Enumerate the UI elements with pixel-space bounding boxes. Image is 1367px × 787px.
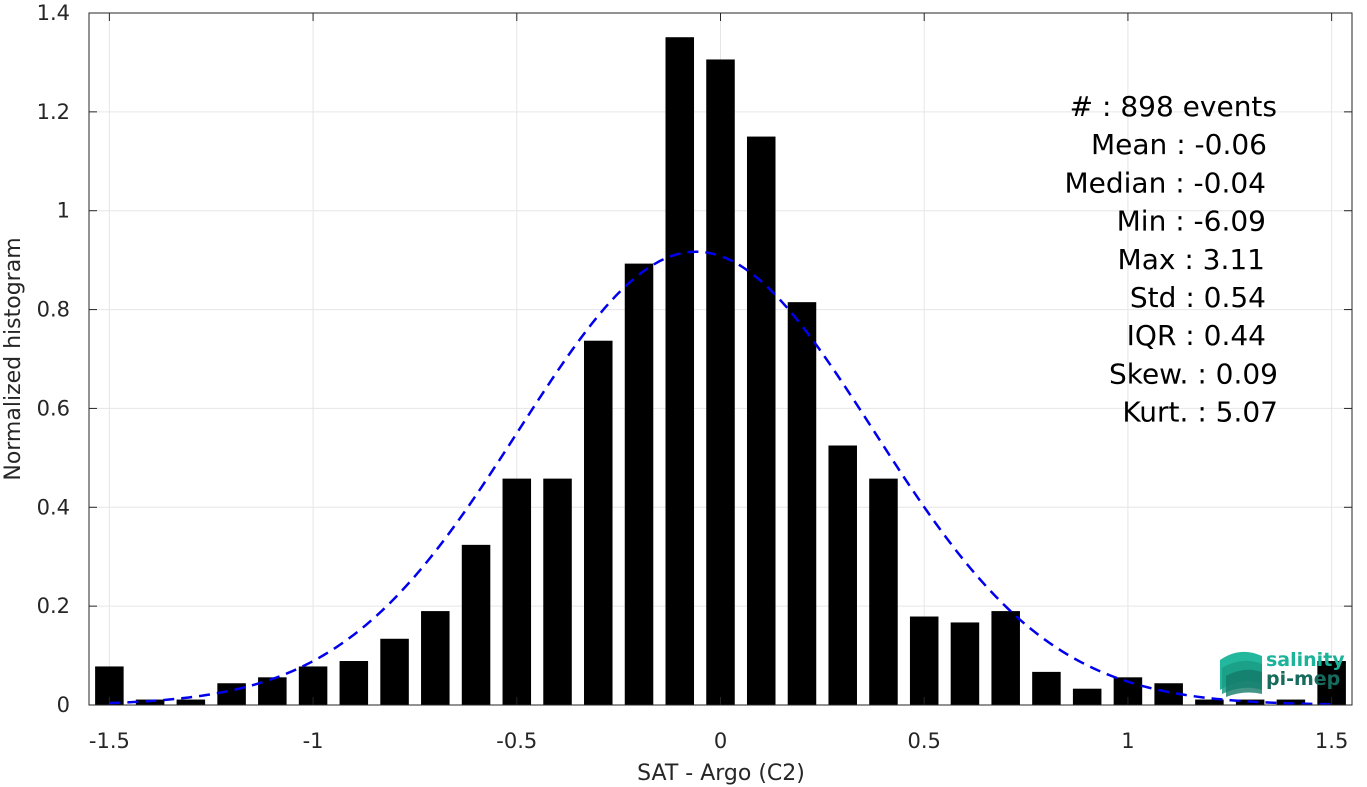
histogram-bar [665, 37, 695, 706]
histogram-bar [950, 622, 980, 705]
histogram-bar [258, 677, 287, 705]
x-tick-label: 0 [714, 729, 727, 753]
histogram-bar [421, 611, 450, 705]
y-tick-labels: 0 0.2 0.4 0.6 0.8 1 1.2 1.4 [37, 1, 70, 717]
histogram-bar [1195, 699, 1224, 705]
salinity-pi-mep-logo: salinity pi-mep [1220, 649, 1345, 697]
histogram-bars [95, 37, 1346, 706]
histogram-bar [869, 478, 898, 705]
stats-line: Mean : -0.06 [1091, 128, 1267, 161]
y-tick-label: 0.6 [37, 396, 70, 420]
y-tick-label: 1.4 [37, 1, 70, 25]
stats-line: Kurt. : 5.07 [1122, 396, 1278, 429]
histogram-bar [339, 661, 369, 705]
x-tick-label: -1.5 [89, 729, 130, 753]
wave-logo-icon [1220, 651, 1262, 697]
histogram-bar [991, 611, 1020, 705]
histogram-bar [746, 136, 776, 706]
logo-line1: salinity [1266, 649, 1345, 671]
y-tick-label: 1 [57, 199, 70, 223]
histogram-bar [706, 59, 735, 706]
logo-line2: pi-mep [1266, 668, 1340, 690]
x-tick-label: -0.5 [496, 729, 537, 753]
histogram-bar [176, 699, 206, 705]
axes [88, 12, 1353, 706]
stats-line: Std : 0.54 [1130, 281, 1266, 314]
x-tick-label: 0.5 [908, 729, 941, 753]
stats-line: Max : 3.11 [1118, 243, 1265, 276]
x-tick-labels: -1.5 -1 -0.5 0 0.5 1 1.5 [89, 729, 1348, 753]
x-tick-label: -1 [303, 729, 324, 753]
histogram-bar [828, 445, 857, 705]
histogram-bar [461, 544, 491, 705]
histogram-bar [217, 683, 246, 705]
x-tick-label: 1 [1121, 729, 1134, 753]
y-tick-label: 0 [57, 693, 70, 717]
histogram-bar [502, 478, 532, 705]
statistics-annotation: # : 898 events Mean : -0.06 Median : -0.04… [1064, 90, 1278, 429]
stats-line: Median : -0.04 [1064, 166, 1266, 199]
stats-line: IQR : 0.44 [1127, 319, 1266, 352]
stats-line: Min : -6.09 [1117, 205, 1266, 238]
x-axis-label: SAT - Argo (C2) [637, 761, 805, 786]
histogram-bar [909, 616, 939, 705]
histogram-bar [1072, 688, 1102, 705]
y-tick-label: 0.8 [37, 298, 70, 322]
x-tick-label: 1.5 [1315, 729, 1348, 753]
histogram-bar [584, 340, 613, 705]
histogram-bar [787, 302, 817, 705]
histogram-bar [1032, 671, 1061, 705]
stats-line: # : 898 events [1070, 90, 1277, 123]
normal-fit-curve-group [109, 250, 1332, 706]
stats-line: Skew. : 0.09 [1109, 357, 1278, 390]
y-tick-label: 0.4 [37, 495, 70, 519]
y-axis-label: Normalized histogram [1, 237, 26, 480]
histogram-bar [380, 638, 409, 705]
histogram-bar [543, 478, 572, 705]
y-tick-label: 0.2 [37, 594, 70, 618]
y-tick-label: 1.2 [37, 100, 70, 124]
normal-fit-curve [109, 250, 1332, 706]
histogram-bar [624, 263, 654, 705]
histogram-bar [1154, 683, 1183, 705]
